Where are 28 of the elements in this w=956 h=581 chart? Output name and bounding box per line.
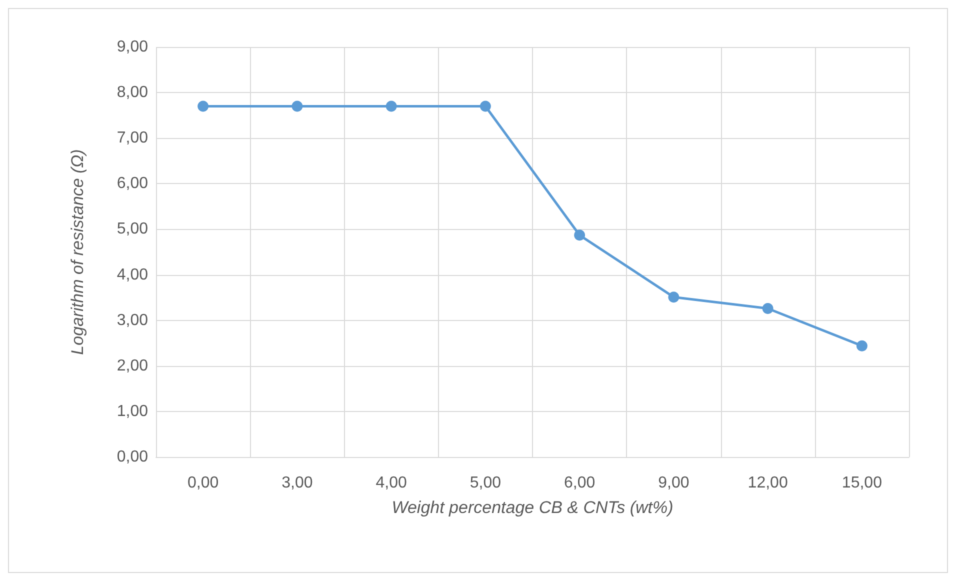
x-tick-label: 0,00 [187, 474, 219, 492]
y-tick-label: 4,00 [116, 266, 148, 284]
x-tick-label: 3,00 [282, 474, 313, 492]
y-tick-label: 9,00 [116, 38, 148, 56]
y-tick-label: 8,00 [116, 84, 148, 102]
point [480, 100, 491, 112]
y-axis-title: Logarithm of resistance (Ω) [68, 149, 87, 355]
point [198, 100, 209, 112]
x-tick-label: 12,00 [748, 474, 788, 492]
point [856, 340, 868, 352]
point [386, 100, 397, 112]
y-tick-label: 6,00 [116, 175, 148, 192]
y-tick-label: 5,00 [116, 220, 148, 238]
y-tick-label: 3,00 [116, 312, 148, 329]
x-tick-label: 5,00 [470, 474, 502, 492]
point [574, 230, 586, 241]
point [762, 302, 774, 314]
y-tick-label: 1,00 [116, 402, 148, 420]
point [292, 100, 303, 112]
point [668, 292, 680, 303]
x-tick-label: 15,00 [842, 474, 882, 492]
x-tick-label: 6,00 [564, 474, 596, 492]
y-tick-label: 0,00 [116, 448, 148, 466]
x-tick-label: 9,00 [658, 474, 690, 492]
x-axis-title: Weight percentage CB & CNTs (wt%) [392, 498, 674, 517]
y-tick-label: 2,00 [116, 357, 148, 374]
y-tick-label: 7,00 [116, 130, 148, 147]
x-tick-label: 4,00 [376, 474, 407, 492]
